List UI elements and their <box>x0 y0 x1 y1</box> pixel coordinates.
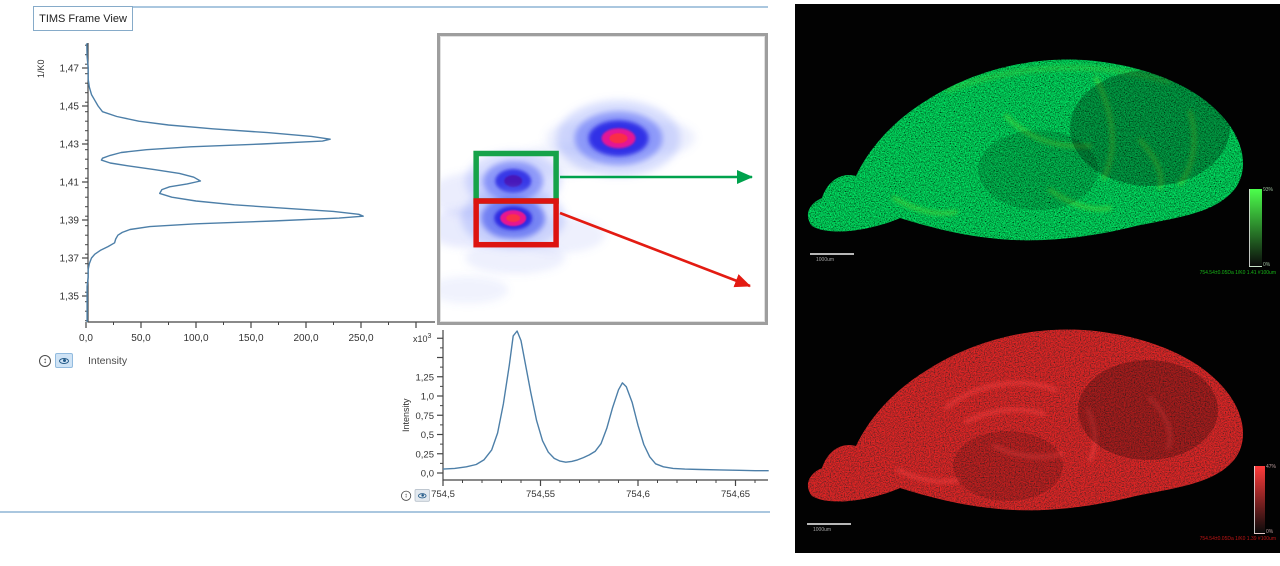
svg-text:200,0: 200,0 <box>293 333 318 344</box>
green-colorbar-max: 93% <box>1263 187 1274 193</box>
svg-text:0,75: 0,75 <box>416 411 435 422</box>
svg-text:150,0: 150,0 <box>238 333 263 344</box>
svg-text:Intensity: Intensity <box>401 398 411 432</box>
stepper-icon[interactable]: ↕ <box>401 490 412 501</box>
stepper-icon[interactable]: ↕ <box>39 354 51 367</box>
mobilogram-plot[interactable]: 1,47 1,45 1,43 1,41 1,39 1,37 1,35 0,0 50,0 100,0… <box>36 43 435 344</box>
svg-text:100,0: 100,0 <box>183 333 208 344</box>
red-image-caption: 754.54±0.05Da 1/K0 1.39 #100um <box>1199 536 1276 542</box>
heatmap-panel[interactable] <box>437 33 768 325</box>
tab-tims-frame-view[interactable]: TIMS Frame View <box>33 6 133 31</box>
svg-text:x103: x103 <box>413 333 432 344</box>
tab-label: TIMS Frame View <box>39 12 127 25</box>
svg-text:50,0: 50,0 <box>131 333 151 344</box>
svg-text:1,25: 1,25 <box>416 372 435 383</box>
green-ion-image[interactable] <box>798 20 1276 272</box>
svg-text:754,5: 754,5 <box>431 489 455 500</box>
green-scale-bar <box>810 253 854 255</box>
green-image-caption: 754.54±0.05Da 1/K0 1.41 #100um <box>1199 270 1276 276</box>
svg-text:754,6: 754,6 <box>626 489 650 500</box>
spectrum-curve <box>442 330 769 472</box>
svg-text:754,65: 754,65 <box>721 489 750 500</box>
eye-icon <box>59 357 69 364</box>
tab-pane-bottom-border <box>0 511 770 513</box>
mobilogram-x-axis-title: Intensity <box>88 355 128 367</box>
visibility-toggle[interactable] <box>414 489 430 502</box>
mobilogram-curve <box>86 43 364 322</box>
svg-text:0,0: 0,0 <box>79 333 93 344</box>
svg-text:1,39: 1,39 <box>60 216 80 227</box>
eye-icon <box>418 492 427 498</box>
red-ion-image[interactable] <box>798 290 1276 542</box>
svg-text:1,0: 1,0 <box>421 392 434 403</box>
svg-text:250,0: 250,0 <box>348 333 373 344</box>
svg-text:1,41: 1,41 <box>60 178 80 189</box>
green-colorbar <box>1249 189 1262 267</box>
visibility-toggle[interactable] <box>55 353 73 368</box>
svg-text:1,43: 1,43 <box>60 140 80 151</box>
red-colorbar-min: 0% <box>1266 529 1274 535</box>
red-colorbar <box>1254 466 1265 534</box>
spectrum-toolbar: ↕ <box>401 489 430 502</box>
red-scale-bar-label: 1000um <box>813 527 832 533</box>
red-scale-bar <box>807 523 851 525</box>
green-scale-bar-label: 1000um <box>816 257 835 263</box>
red-colorbar-max: 47% <box>1266 464 1277 470</box>
svg-text:0,0: 0,0 <box>421 469 434 480</box>
green-tissue-section <box>807 59 1244 241</box>
svg-text:0,5: 0,5 <box>421 430 434 441</box>
spectrum-plot[interactable]: 0,0 0,25 0,5 0,75 1,0 1,25 754,5 754,55 754,6 754… <box>401 330 769 500</box>
green-colorbar-min: 0% <box>1263 262 1271 268</box>
svg-text:1,47: 1,47 <box>60 64 80 75</box>
tab-pane-top-border <box>33 6 768 8</box>
svg-text:1,45: 1,45 <box>60 102 80 113</box>
svg-text:1/K0: 1/K0 <box>36 59 46 78</box>
svg-text:1,35: 1,35 <box>60 292 80 303</box>
svg-text:754,55: 754,55 <box>526 489 555 500</box>
svg-text:1,37: 1,37 <box>60 254 80 265</box>
red-tissue-section <box>807 329 1244 511</box>
svg-text:0,25: 0,25 <box>416 449 435 460</box>
mobilogram-toolbar: ↕ <box>39 353 73 368</box>
